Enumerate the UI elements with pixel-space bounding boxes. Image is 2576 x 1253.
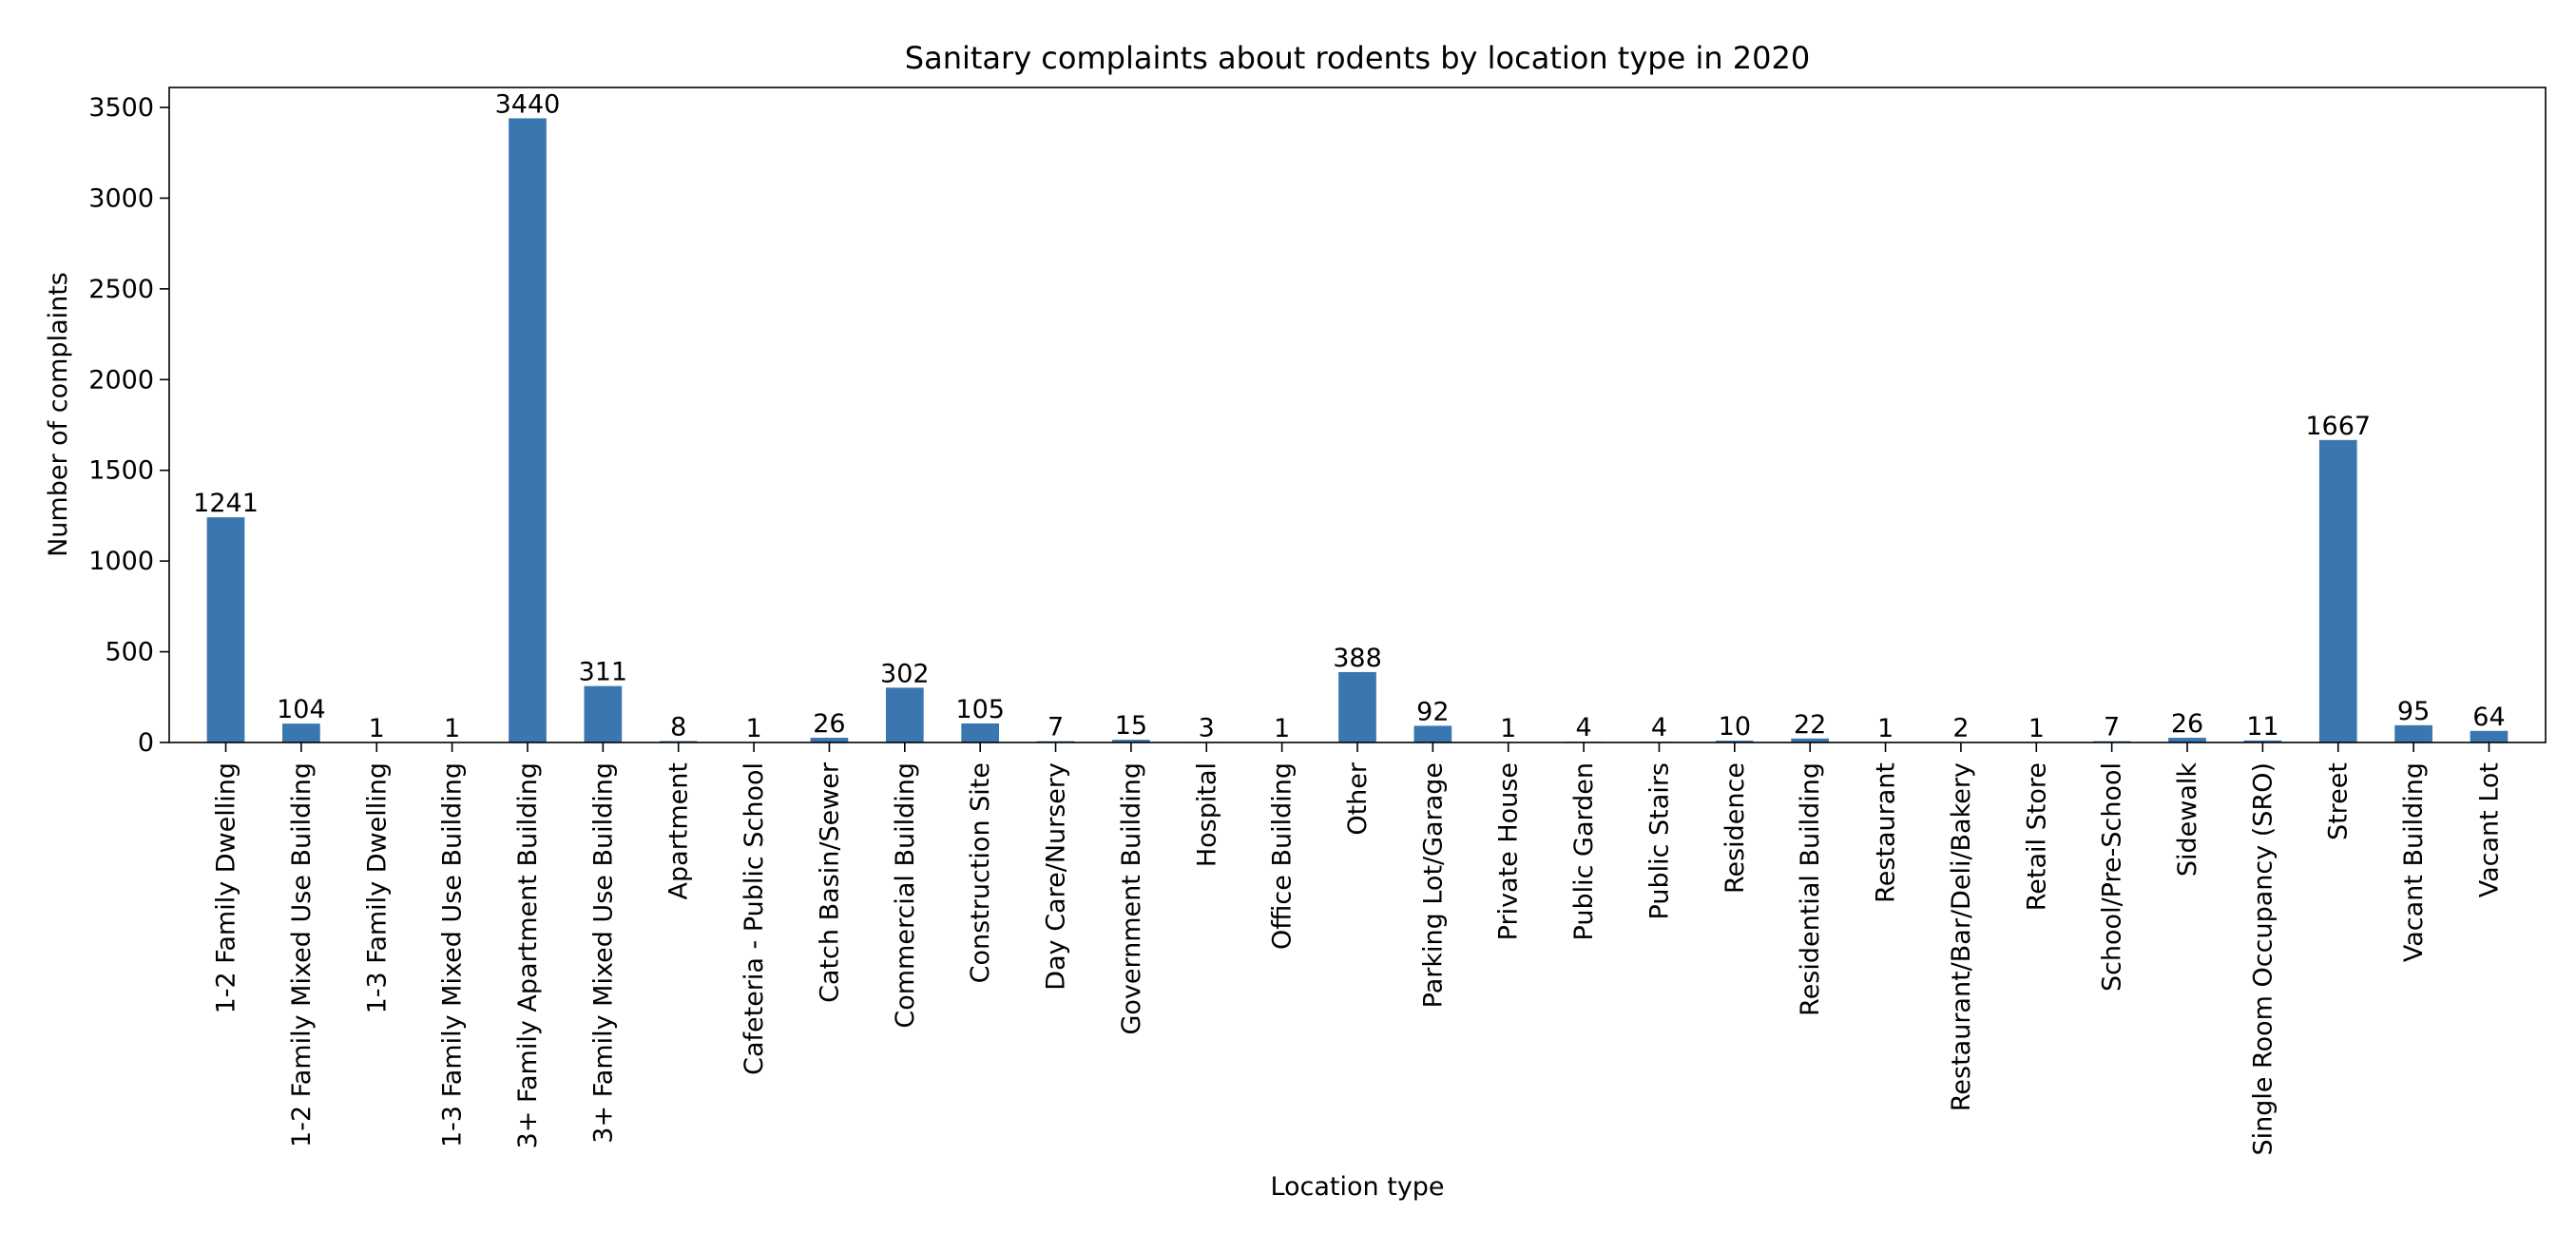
x-tick-label: Single Room Occupancy (SRO) [2248,762,2278,1156]
x-tick-label: 1-3 Family Mixed Use Building [438,762,468,1147]
bar-value-label: 95 [2397,697,2430,726]
bar-value-label: 7 [1048,713,1064,742]
x-tick-label: Retail Store [2022,762,2051,911]
x-tick-label: Cafeteria - Public School [740,762,769,1075]
chart-title: Sanitary complaints about rodents by loc… [905,40,1810,76]
y-tick-label: 1500 [88,456,154,486]
x-tick-label: Restaurant [1872,762,1901,903]
x-tick-label: 1-2 Family Dwelling [212,762,241,1013]
x-axis: 1-2 Family Dwelling 1-2 Family Mixed Use … [212,742,2504,1156]
bar [2470,730,2509,742]
bar [206,517,245,742]
x-tick-label: 3+ Family Apartment Building [513,762,543,1148]
x-tick-label: Restaurant/Bar/Deli/Bakery [1947,762,1976,1111]
x-tick-label: Office Building [1268,762,1298,950]
bar-value-label: 92 [1416,697,1449,726]
x-tick-label: Residential Building [1796,762,1825,1016]
y-tick-label: 1000 [88,547,154,576]
bar-value-label: 4 [1576,713,1592,742]
x-tick-label: Public Garden [1569,762,1599,940]
y-tick-label: 2500 [88,275,154,304]
bar [2168,738,2206,742]
x-tick-label: Construction Site [966,762,995,983]
x-tick-label: Apartment [664,762,694,899]
x-tick-label: Sidewalk [2173,762,2202,877]
x-tick-label: Government Building [1117,762,1146,1035]
bar-value-label: 388 [1333,644,1382,673]
x-tick-label: Private House [1494,762,1524,940]
x-tick-label: Catch Basin/Sewer [815,761,844,1003]
x-tick-label: Parking Lot/Garage [1418,762,1448,1008]
bar-value-label: 7 [2104,713,2120,742]
bar [885,687,924,742]
y-tick-label: 500 [105,638,154,667]
x-tick-label: Commercial Building [891,762,920,1029]
x-tick-label: Public Stairs [1644,762,1674,919]
x-tick-label: Residence [1721,762,1750,894]
bar [1413,725,1452,742]
bars-layer [206,118,2509,743]
bar-value-label: 2 [1952,714,1969,743]
bar [2243,740,2282,742]
bar-value-label: 1241 [193,489,259,518]
y-tick-label: 2000 [88,365,154,395]
bar [2318,439,2357,742]
bar-value-label: 1 [1877,714,1894,743]
bar-value-label: 26 [813,709,845,739]
bar-value-label: 3440 [495,89,561,119]
bar-value-label: 1 [1500,714,1516,743]
bar-value-label: 1 [369,714,385,743]
bar-value-label: 302 [880,659,930,688]
x-tick-label: Other [1343,761,1373,836]
x-tick-label: 3+ Family Mixed Use Building [588,762,618,1144]
bar-value-label: 311 [579,658,628,687]
y-tick-label: 0 [138,728,154,758]
bar-value-label: 15 [1115,711,1147,741]
plot-frame [168,87,2547,743]
bar [2394,724,2432,742]
x-tick-label: School/Pre-School [2098,762,2127,992]
x-tick-label: 1-2 Family Mixed Use Building [287,762,317,1147]
bar [509,118,547,743]
bar [1112,740,1150,742]
x-tick-label: Vacant Building [2399,762,2429,962]
bar [1715,741,1754,742]
bar-value-label: 1 [2028,714,2045,743]
bar-value-label: 26 [2171,709,2203,739]
bar-value-label: 4 [1651,713,1667,742]
x-tick-label: Vacant Lot [2474,762,2504,897]
bar-value-label: 1 [444,714,460,743]
bar-value-label: 22 [1794,710,1826,740]
y-axis-label: Number of complaints [44,272,73,557]
bar-value-label: 104 [277,695,326,724]
bar [1791,738,1830,742]
bar-value-label: 3 [1199,713,1215,742]
x-tick-label: Day Care/Nursery [1042,762,1071,991]
bar [1338,671,1376,742]
bar-value-label: 1 [745,714,761,743]
y-tick-label: 3000 [88,183,154,213]
bar-value-label: 1 [1274,714,1290,743]
bar-value-label: 8 [670,712,686,742]
bar-value-label: 10 [1719,712,1751,742]
bar [810,738,849,742]
bar [961,723,1000,742]
bar-value-label: 1667 [2305,412,2371,441]
bar-value-label: 105 [955,695,1005,724]
bar [282,723,320,742]
bar [584,685,623,742]
x-tick-label: 1-3 Family Dwelling [362,762,392,1013]
bar-value-label: 64 [2472,703,2505,732]
y-tick-label: 3500 [88,93,154,123]
x-tick-label: Hospital [1192,762,1221,867]
bar-value-label: 11 [2246,712,2278,742]
x-tick-label: Street [2324,762,2354,840]
y-axis: 0 500 1000 1500 2000 2500 3000 3500 [88,93,169,758]
x-axis-label: Location type [1270,1172,1444,1202]
